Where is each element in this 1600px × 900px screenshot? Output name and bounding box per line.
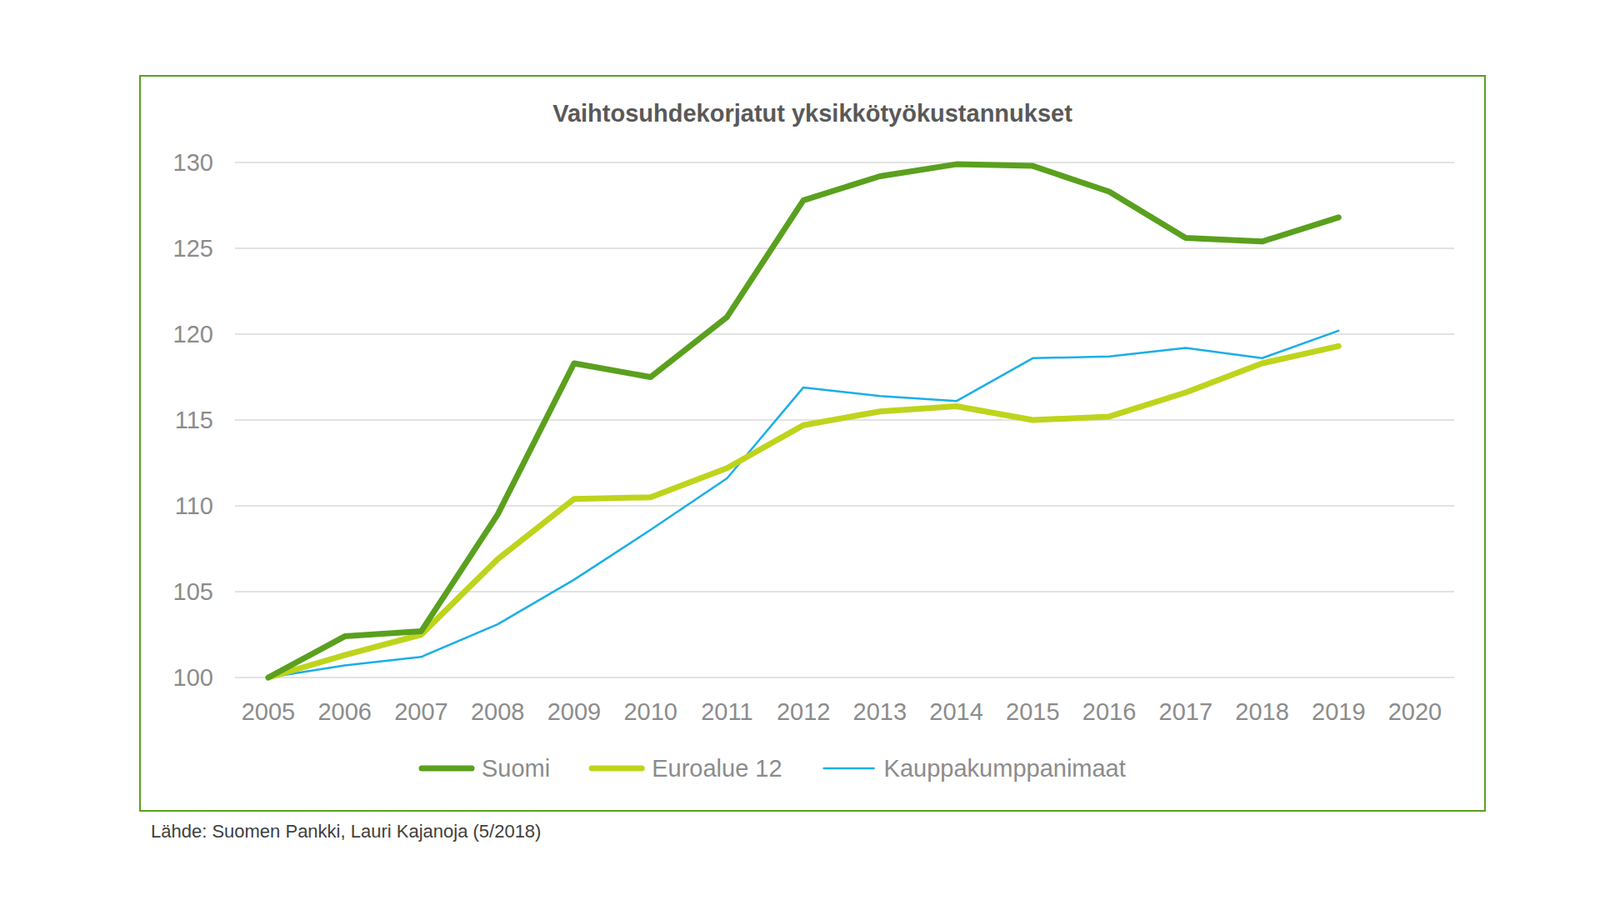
grid-line (235, 676, 1455, 679)
x-tick-label: 2020 (1388, 698, 1443, 725)
x-tick-label: 2016 (1082, 698, 1137, 725)
legend-label: Suomi (481, 755, 550, 782)
x-tick-label: 2009 (547, 698, 602, 725)
plot-area (268, 164, 1339, 678)
x-tick-label: 2011 (700, 698, 753, 725)
grid-line (235, 505, 1455, 507)
x-tick-label: 2005 (241, 698, 296, 725)
chart-svg: Vaihtosuhdekorjatut yksikkötyökustannuks… (0, 0, 1600, 900)
y-tick-label: 110 (175, 492, 214, 520)
x-tick-label: 2017 (1159, 698, 1214, 725)
legend-swatch (421, 765, 472, 772)
y-tick-label: 100 (173, 664, 214, 691)
legend-label: Kauppakumppanimaat (884, 755, 1126, 782)
title: Vaihtosuhdekorjatut yksikkötyökustannuks… (552, 100, 1073, 127)
legend-swatch (824, 767, 875, 770)
grid-line (235, 161, 1455, 164)
x-tick-label: 2019 (1311, 698, 1366, 725)
chart-root: Vaihtosuhdekorjatut yksikkötyökustannuks… (0, 0, 1600, 900)
y-tick-label: 125 (173, 235, 214, 262)
series-line (268, 164, 1339, 678)
x-tick-label: 2008 (470, 698, 525, 725)
source: Lähde: Suomen Pankki, Lauri Kajanoja (5/… (150, 820, 541, 842)
series-line (268, 330, 1339, 678)
y-tick-label: 120 (173, 320, 214, 348)
x-tick-label: 2018 (1235, 698, 1290, 725)
y-tick-label: 115 (175, 406, 214, 434)
x-tick-label: 2012 (776, 698, 831, 725)
grid-line (235, 333, 1455, 335)
legend-swatch (591, 765, 642, 772)
grid-line (235, 590, 1455, 593)
grid-line (235, 247, 1455, 250)
x-tick-label: 2010 (623, 698, 678, 725)
frame (140, 75, 1485, 811)
x-tick-label: 2014 (929, 698, 984, 725)
y-tick-label: 130 (173, 149, 214, 176)
x-tick-label: 2015 (1005, 698, 1060, 725)
x-tick-label: 2007 (394, 698, 449, 725)
series-line (268, 345, 1339, 678)
legend-label: Euroalue 12 (651, 755, 782, 782)
x-tick-label: 2006 (317, 698, 372, 725)
y-tick-label: 105 (173, 578, 214, 605)
x-tick-label: 2013 (853, 698, 908, 725)
